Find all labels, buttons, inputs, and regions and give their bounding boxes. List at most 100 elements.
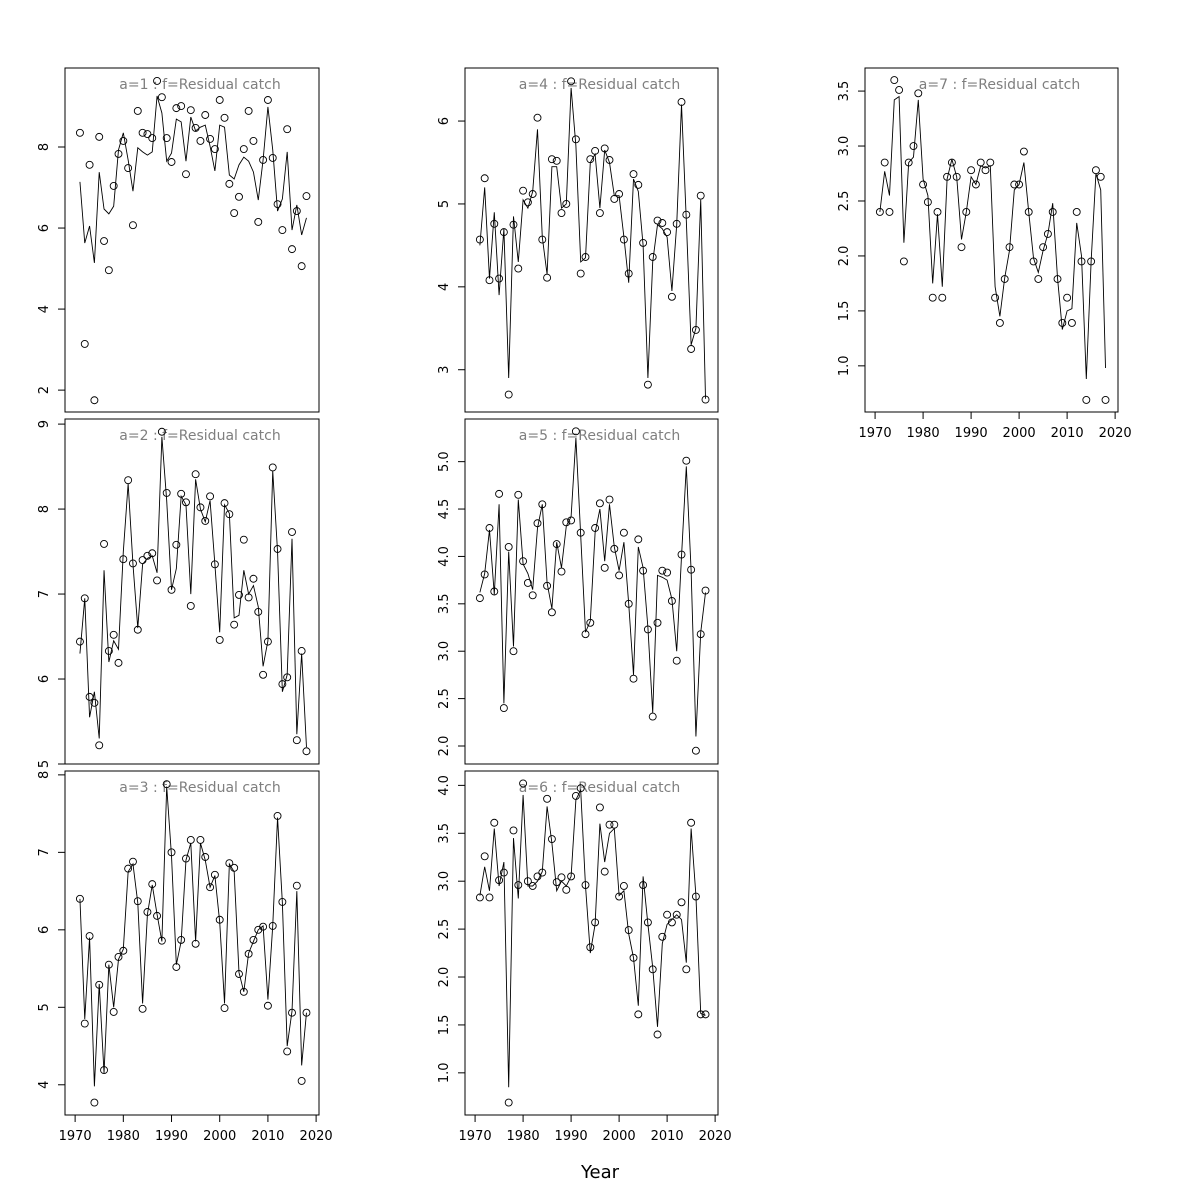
data-point — [157, 427, 166, 436]
data-point — [109, 181, 118, 190]
data-point — [682, 965, 691, 974]
data-point — [1096, 172, 1105, 181]
data-point — [124, 476, 133, 485]
data-point — [85, 160, 94, 169]
data-point — [268, 463, 277, 472]
y-tick-label: 3.5 — [837, 81, 852, 102]
data-point — [504, 1098, 513, 1107]
data-point — [658, 932, 667, 941]
data-point — [138, 556, 147, 565]
panel-title: a=5 : f=Residual catch — [519, 428, 680, 444]
panel-title: a=3 : f=Residual catch — [119, 780, 280, 796]
data-point — [124, 164, 133, 173]
data-point — [514, 881, 523, 889]
data-point — [206, 883, 215, 892]
panel-title: a=4 : f=Residual catch — [519, 77, 680, 93]
data-point — [283, 1047, 292, 1056]
data-point — [109, 630, 118, 639]
data-point — [567, 77, 576, 86]
data-point — [1015, 180, 1024, 189]
data-point — [557, 873, 566, 882]
data-point — [648, 712, 657, 721]
data-point — [490, 219, 499, 228]
data-point — [504, 543, 513, 551]
data-point — [95, 741, 104, 750]
data-point — [206, 134, 215, 143]
data-point — [230, 209, 239, 218]
data-point — [919, 180, 928, 189]
data-point — [206, 492, 215, 501]
data-point — [1034, 275, 1043, 283]
data-point — [297, 647, 306, 655]
data-point — [595, 209, 604, 218]
data-point — [634, 535, 643, 544]
y-tick-label: 3.5 — [437, 593, 452, 614]
y-tick-label: 3 — [437, 366, 452, 374]
data-point — [519, 779, 528, 788]
x-tick-label: 1980 — [507, 1129, 540, 1144]
data-point — [186, 106, 195, 115]
data-point — [485, 893, 494, 902]
panel: a=6 : f=Residual catch 1.0 1.5 2.0 2.5 3.0 3.5… — [437, 770, 732, 1144]
data-point — [605, 495, 614, 504]
data-point — [85, 692, 94, 701]
data-point — [663, 910, 672, 919]
data-point — [480, 174, 489, 183]
data-point — [547, 608, 556, 617]
data-point — [667, 292, 676, 301]
y-tick-label: 6 — [37, 675, 52, 683]
y-tick-label: 4 — [37, 1081, 52, 1089]
panel-title: a=2 : f=Residual catch — [119, 428, 280, 444]
data-point — [547, 155, 556, 164]
y-tick-label: 8 — [37, 143, 52, 151]
data-point — [696, 191, 705, 200]
data-point — [210, 145, 219, 153]
data-point — [244, 593, 253, 602]
data-point — [162, 134, 171, 143]
x-tick-label: 1990 — [555, 1129, 588, 1144]
data-point — [971, 180, 980, 189]
x-tick-label: 1980 — [907, 426, 940, 441]
data-point — [1063, 293, 1072, 302]
data-point — [297, 262, 306, 271]
data-point — [629, 170, 638, 179]
data-point — [634, 1010, 643, 1019]
data-point — [196, 836, 205, 844]
x-tick-label: 1980 — [107, 1129, 140, 1144]
x-tick-label: 2010 — [251, 1129, 284, 1144]
data-point — [672, 910, 681, 919]
y-tick-label: 4.5 — [437, 499, 452, 520]
data-point — [552, 878, 561, 887]
data-point — [643, 380, 652, 389]
x-tick-label: 1970 — [59, 1129, 92, 1144]
data-point — [629, 674, 638, 683]
data-point — [75, 128, 84, 137]
y-tick-label: 5.0 — [437, 451, 452, 472]
y-tick-label: 3.0 — [437, 641, 452, 662]
data-point — [201, 517, 210, 525]
y-tick-label: 8 — [37, 771, 52, 779]
data-point — [619, 528, 628, 537]
data-point — [172, 540, 181, 549]
data-point — [504, 390, 513, 399]
data-point — [677, 98, 686, 106]
data-point — [523, 579, 532, 587]
plot-frame — [464, 418, 719, 765]
panel: a=4 : f=Residual catch 3 4 5 6 — [437, 67, 719, 413]
data-point — [543, 794, 552, 803]
data-point — [1072, 208, 1081, 216]
data-point — [957, 243, 966, 252]
data-point — [1019, 147, 1028, 156]
data-point — [595, 499, 604, 508]
data-point — [600, 867, 609, 876]
data-point — [533, 872, 542, 881]
y-tick-label: 1.5 — [437, 1015, 452, 1036]
plot-frame — [864, 67, 1119, 413]
x-tick-label: 2010 — [1051, 426, 1084, 441]
data-point — [153, 77, 162, 85]
y-tick-label: 2.0 — [437, 967, 452, 988]
data-point — [172, 104, 181, 113]
data-point — [991, 293, 1000, 302]
data-point — [244, 949, 253, 958]
